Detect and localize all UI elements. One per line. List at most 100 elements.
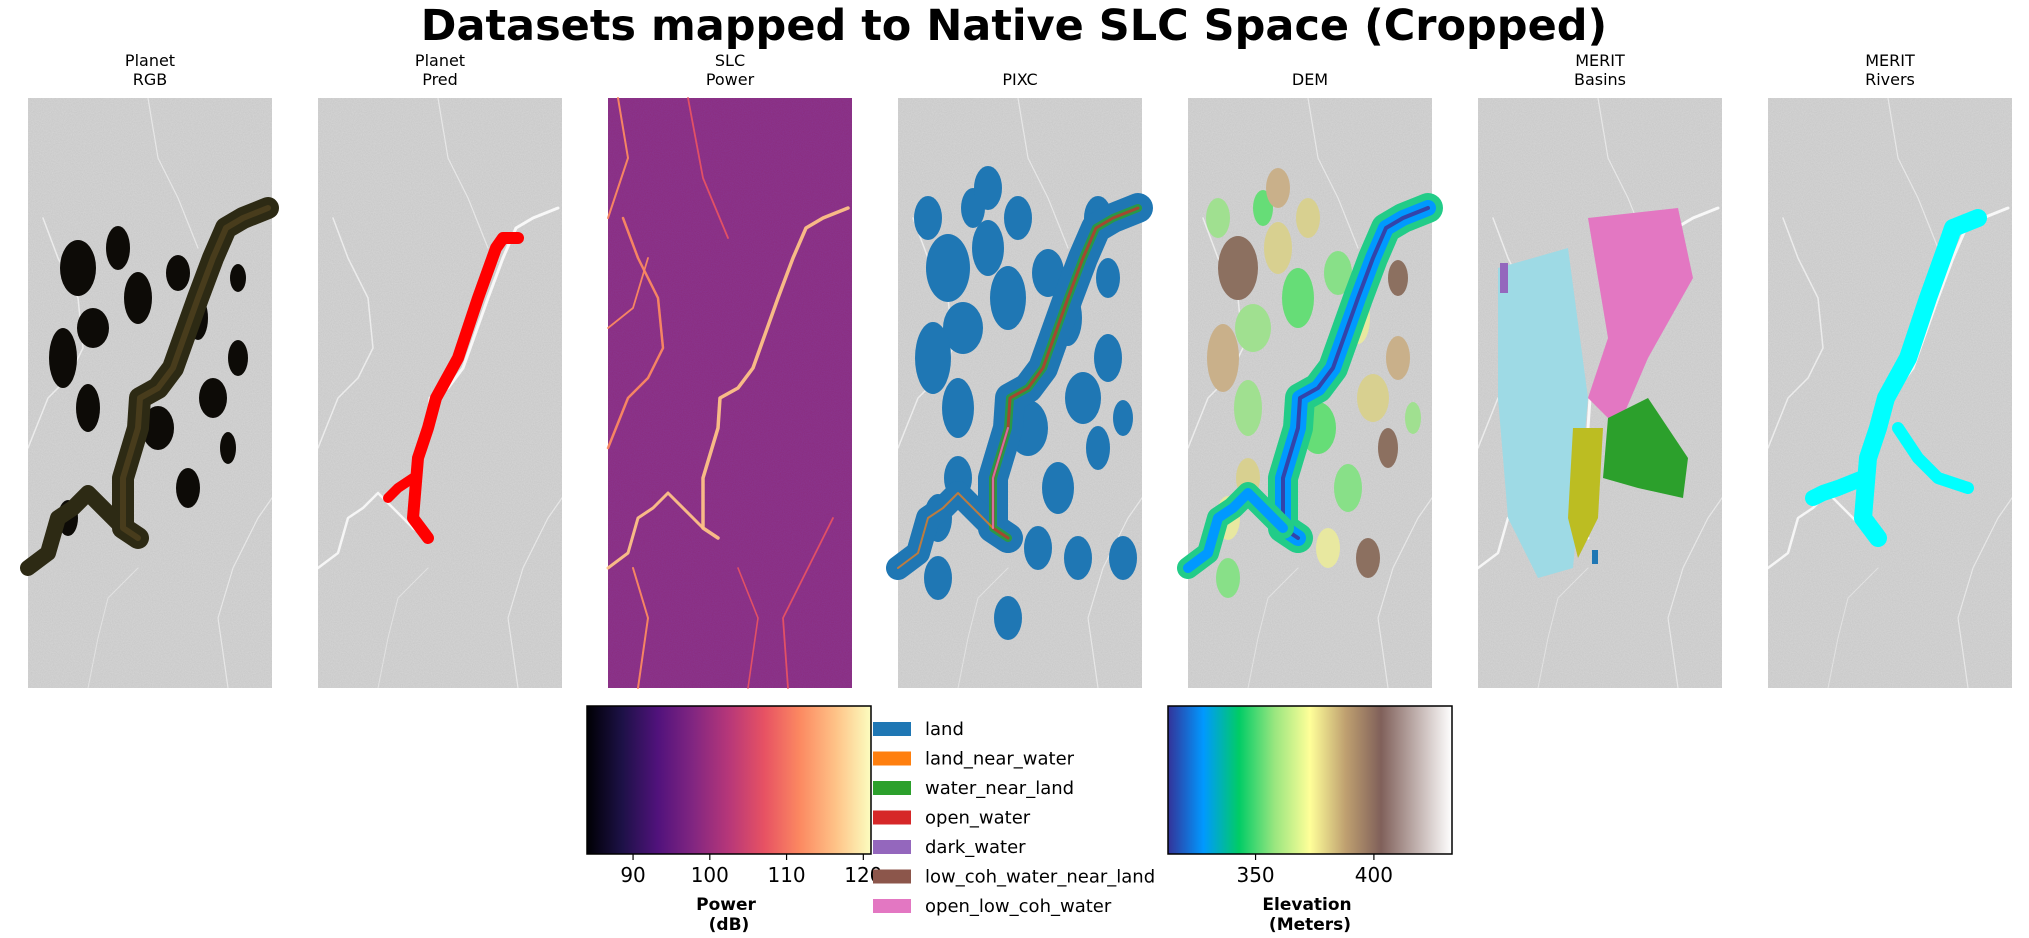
pixc-land-blob (943, 302, 983, 354)
rgb-lake (166, 255, 190, 291)
pixc-land-blob (1094, 334, 1122, 382)
dem-blob (1218, 236, 1258, 300)
dem-blob (1405, 402, 1421, 434)
basin-region (1588, 208, 1693, 428)
panel-title-line1: MERIT (1865, 51, 1915, 70)
dem-blob (1357, 374, 1389, 422)
power-colorbar-ticks: 90 100 110 120 (620, 854, 882, 887)
river-trace (992, 427, 1009, 529)
dem-blob (1206, 198, 1230, 238)
legend-swatch (873, 722, 911, 736)
pixc-land-blob (1042, 462, 1074, 514)
elevation-colorbar-ticks: 350 400 (1236, 854, 1393, 887)
river-trace (20, 485, 131, 576)
legend-swatch (873, 869, 911, 884)
pixc-land-blob (924, 556, 952, 600)
panel-title-line2: PIXC (1002, 70, 1037, 89)
river-trace (632, 567, 649, 689)
dem-blob (1207, 324, 1239, 392)
dem-blob (1266, 168, 1290, 208)
legend-swatch (873, 810, 911, 825)
power-colorbar-frame (586, 705, 872, 855)
basin-region (1498, 248, 1588, 578)
river-trace (607, 97, 629, 219)
river-trace (1307, 97, 1359, 249)
pixc-land-blob (1109, 536, 1137, 580)
river-trace (317, 217, 374, 449)
river-trace (1247, 567, 1299, 689)
basin-region (1592, 550, 1598, 564)
colorbar-tick-label: 90 (620, 863, 645, 887)
river-trace (437, 97, 489, 249)
dem-blob (1316, 528, 1340, 568)
river-trace (687, 97, 729, 239)
dem-blob (1334, 464, 1362, 512)
dem-blob (1386, 336, 1410, 380)
elevation-colorbar-fill (1168, 706, 1452, 854)
legend-label: dark_water (925, 837, 1026, 858)
pixc-land-blob (994, 596, 1022, 640)
river-trace (782, 517, 834, 689)
pixc-land-blob (942, 378, 974, 438)
rgb-lake (228, 340, 248, 376)
legend-swatch (873, 840, 911, 854)
dem-blob (1296, 198, 1320, 238)
panel-pixc: PIXC (886, 70, 1153, 689)
pixc-land-blob (974, 166, 1002, 210)
river-trace (27, 217, 84, 449)
pixc-land-blob (1086, 426, 1110, 470)
river-trace (1281, 206, 1430, 540)
pixc-land-blob (1096, 258, 1120, 298)
legend-label: open_water (925, 808, 1031, 829)
pixc-land-blob (1113, 400, 1133, 436)
river-trace (607, 257, 649, 329)
river-trace (217, 497, 273, 689)
river-trace (1887, 97, 1939, 249)
panel-title-line1: MERIT (1575, 51, 1625, 70)
basin-region (1568, 428, 1603, 558)
legend-label: land (925, 719, 964, 740)
panel-title-line2: Power (706, 70, 755, 89)
panel-title-line2: DEM (1292, 70, 1328, 89)
legend-swatch (873, 781, 911, 795)
legend-swatch (873, 751, 911, 766)
river-trace (1017, 97, 1069, 249)
dem-blob (1388, 260, 1408, 296)
rgb-lake (77, 308, 109, 348)
river-trace (1767, 217, 1824, 449)
power-colorbar-fill (587, 706, 871, 854)
river-trace (1667, 497, 1723, 689)
rgb-lake (176, 468, 200, 508)
figure-title: Datasets mapped to Native SLC Space (Cro… (421, 1, 1607, 51)
dem-blob (1282, 268, 1314, 328)
rgb-lake (49, 328, 77, 388)
legend-label: water_near_land (925, 778, 1074, 799)
river-trace (1892, 422, 1974, 494)
dem-blob (1378, 428, 1398, 468)
rgb-lake (76, 384, 100, 432)
pixc-land-blob (1004, 196, 1032, 240)
river-trace (701, 206, 850, 540)
dem-blob (1264, 222, 1292, 274)
power-colorbar: 90 100 110 120 Power (dB) (586, 705, 882, 935)
river-trace (606, 491, 705, 570)
elevation-colorbar-frame (1167, 705, 1453, 855)
legend-label: open_low_coh_water (925, 896, 1112, 917)
pixc-land-blob (972, 220, 1004, 276)
river-trace (606, 216, 665, 450)
river-trace (147, 97, 199, 249)
river-trace (1187, 217, 1244, 449)
panel-title-line1: Planet (415, 51, 465, 70)
pixc-land-blob (926, 234, 970, 302)
river-trace (87, 567, 139, 689)
dem-blob (1356, 538, 1380, 578)
river-trace (1854, 209, 1987, 547)
river-trace (1183, 488, 1288, 573)
river-trace (1537, 567, 1589, 689)
elevation-colorbar: 350 400 Elevation (Meters) (1167, 705, 1453, 935)
panel-title-line2: Pred (422, 70, 458, 89)
